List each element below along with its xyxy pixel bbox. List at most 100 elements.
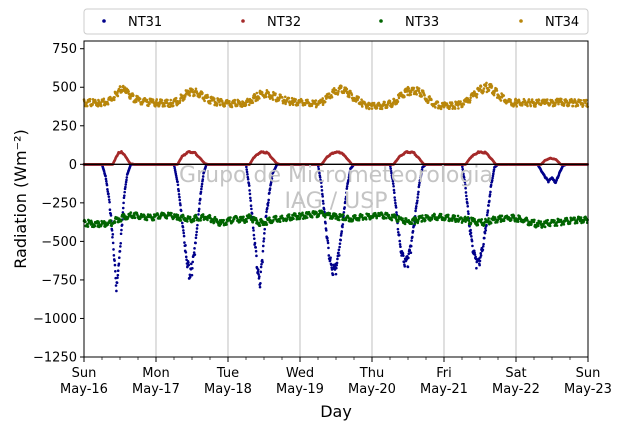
data-point: [279, 220, 282, 223]
data-point: [163, 105, 166, 108]
data-point: [250, 208, 253, 211]
data-point: [199, 219, 202, 222]
data-point: [117, 269, 120, 272]
data-point: [255, 92, 258, 95]
data-point: [187, 264, 190, 267]
data-point: [117, 95, 120, 98]
data-point: [115, 284, 118, 287]
data-point: [198, 208, 201, 211]
data-point: [335, 267, 338, 270]
data-point: [193, 247, 196, 250]
data-point: [177, 190, 180, 193]
data-point: [451, 219, 454, 222]
data-point: [483, 237, 486, 240]
data-point: [477, 224, 480, 227]
data-point: [126, 176, 129, 179]
data-point: [563, 223, 566, 226]
data-point: [410, 239, 413, 242]
data-point: [365, 218, 368, 221]
data-point: [108, 195, 111, 198]
data-point: [266, 223, 269, 226]
data-point: [104, 175, 107, 178]
data-point: [537, 225, 540, 228]
data-point: [272, 98, 275, 101]
data-point: [245, 104, 248, 107]
data-point: [169, 99, 172, 102]
data-point: [123, 191, 126, 194]
data-point: [262, 240, 265, 243]
data-point: [191, 267, 194, 270]
data-point: [549, 225, 552, 228]
data-point: [433, 213, 436, 216]
data-point: [255, 255, 258, 258]
data-point: [281, 96, 284, 99]
data-point: [292, 103, 295, 106]
data-point: [399, 245, 402, 248]
data-point: [407, 257, 410, 260]
data-point: [393, 189, 396, 192]
data-point: [407, 266, 410, 269]
data-point: [121, 224, 124, 227]
data-point: [91, 103, 94, 106]
data-point: [209, 214, 212, 217]
data-point: [183, 241, 186, 244]
data-point: [556, 224, 559, 227]
data-point: [416, 199, 419, 202]
data-point: [267, 199, 270, 202]
data-point: [120, 229, 123, 232]
data-point: [146, 219, 149, 222]
data-point: [105, 178, 108, 181]
data-point: [120, 232, 123, 235]
data-point: [440, 213, 443, 216]
data-point: [475, 267, 478, 270]
data-point: [268, 191, 271, 194]
data-point: [321, 97, 324, 100]
data-point: [259, 286, 262, 289]
data-point: [393, 196, 396, 199]
data-point: [182, 215, 185, 218]
data-point: [106, 188, 109, 191]
data-point: [294, 98, 297, 101]
data-point: [259, 271, 262, 274]
data-point: [223, 105, 226, 108]
data-point: [178, 199, 181, 202]
data-point: [260, 266, 263, 269]
data-point: [242, 216, 245, 219]
data-point: [229, 216, 232, 219]
data-point: [336, 258, 339, 261]
data-point: [482, 249, 485, 252]
data-point: [327, 247, 330, 250]
data-point: [182, 229, 185, 232]
data-point: [189, 273, 192, 276]
data-point: [340, 230, 343, 233]
data-point: [112, 242, 115, 245]
data-point: [267, 201, 270, 204]
data-point: [361, 214, 364, 217]
data-point: [340, 85, 343, 88]
data-point: [248, 103, 251, 106]
data-point: [311, 216, 314, 219]
data-point: [351, 93, 354, 96]
data-point: [265, 215, 268, 218]
data-point: [479, 260, 482, 263]
data-point: [266, 207, 269, 210]
data-point: [325, 229, 328, 232]
data-point: [501, 214, 504, 217]
data-point: [388, 214, 391, 217]
data-point: [391, 219, 394, 222]
data-point: [329, 256, 332, 259]
data-point: [395, 211, 398, 214]
data-point: [113, 254, 116, 257]
series-nt34: [83, 82, 589, 111]
data-point: [393, 191, 396, 194]
data-point: [385, 217, 388, 220]
data-point: [87, 225, 90, 228]
data-point: [338, 248, 341, 251]
data-point: [540, 220, 543, 223]
data-point: [576, 222, 579, 225]
data-point: [177, 214, 180, 217]
data-point: [213, 97, 216, 100]
data-point: [424, 219, 427, 222]
data-point: [196, 224, 199, 227]
data-point: [306, 216, 309, 219]
